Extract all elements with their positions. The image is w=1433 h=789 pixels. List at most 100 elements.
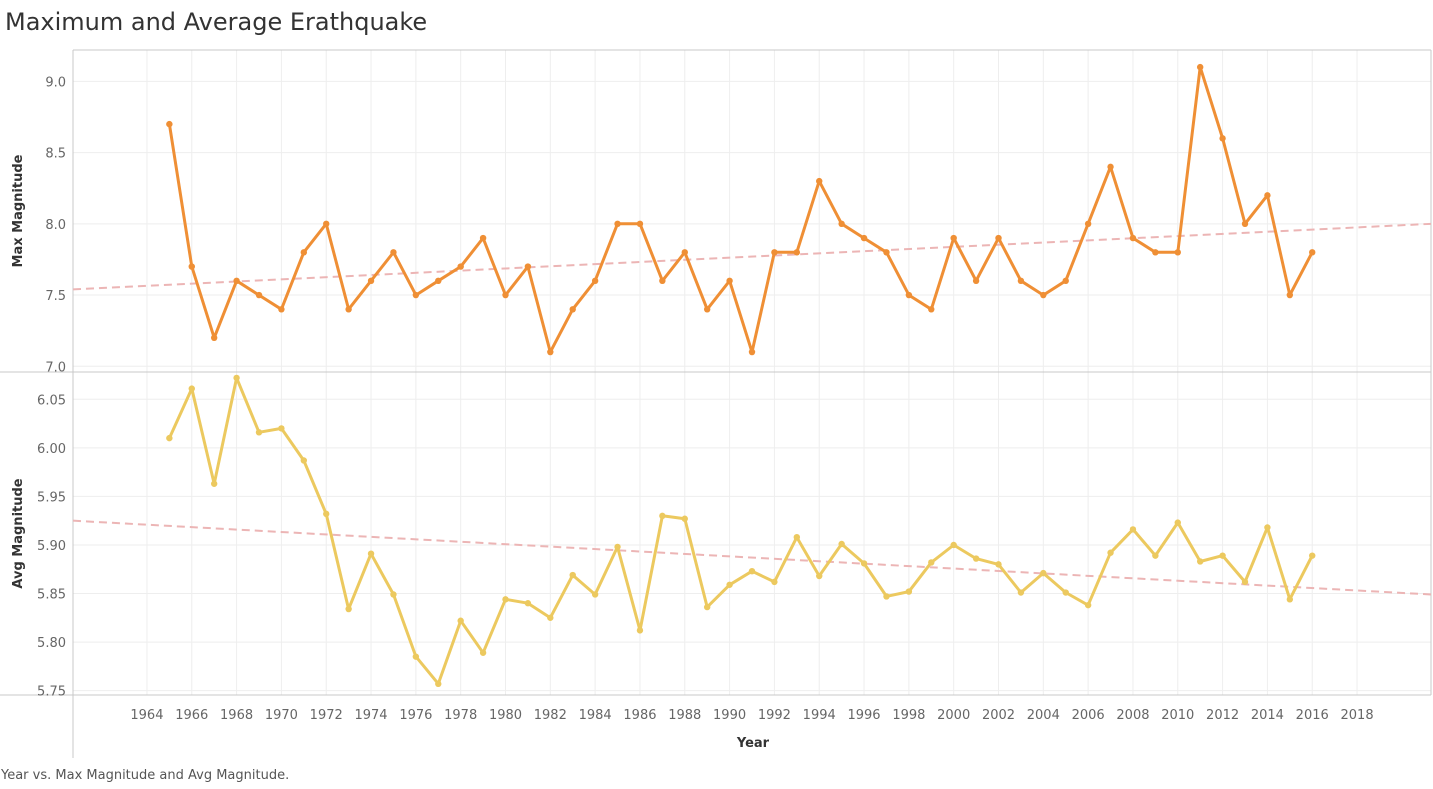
data-point — [323, 510, 330, 518]
data-point — [1174, 519, 1181, 526]
data-point — [188, 263, 195, 270]
x-tick-label: 1970 — [265, 708, 298, 723]
data-point — [838, 540, 845, 548]
data-point — [300, 457, 308, 464]
data-point — [1017, 589, 1025, 596]
data-point — [1084, 601, 1092, 609]
y-tick-label: 8.0 — [45, 218, 66, 233]
data-point — [1241, 578, 1249, 586]
data-point — [681, 249, 688, 256]
x-tick-label: 2004 — [1027, 708, 1060, 723]
data-point — [345, 605, 352, 613]
data-point — [255, 429, 263, 436]
data-point — [1264, 524, 1271, 531]
data-point — [1062, 589, 1069, 596]
x-tick-label: 2008 — [1116, 708, 1149, 723]
data-point — [659, 512, 666, 520]
data-point — [210, 334, 218, 342]
data-point — [905, 588, 913, 595]
x-tick-label: 1974 — [354, 708, 387, 723]
data-point — [1129, 234, 1137, 242]
data-point — [995, 561, 1002, 568]
data-point — [1107, 163, 1114, 171]
x-tick-label: 1990 — [713, 708, 746, 723]
x-tick-label: 1992 — [758, 708, 791, 723]
data-point — [950, 234, 957, 242]
data-point — [1152, 249, 1159, 256]
data-point — [457, 263, 464, 270]
data-point — [547, 614, 554, 621]
data-point — [210, 480, 218, 487]
data-point — [502, 596, 509, 603]
data-point — [1309, 249, 1316, 256]
data-point — [972, 555, 980, 562]
data-point — [614, 543, 621, 551]
data-point — [950, 541, 957, 549]
data-point — [636, 627, 644, 634]
data-point — [928, 306, 935, 313]
data-point — [547, 348, 554, 356]
y-tick-label: 9.0 — [45, 75, 66, 90]
data-point — [233, 277, 240, 285]
data-point — [1040, 569, 1047, 577]
data-point — [726, 581, 733, 588]
x-tick-label: 1972 — [310, 708, 343, 723]
data-point — [748, 348, 756, 356]
frame-layer — [0, 49, 1432, 758]
data-point — [1309, 552, 1316, 559]
x-tick-label: 1996 — [847, 708, 880, 723]
series-line — [167, 65, 1314, 354]
y-tick-label: 7.0 — [45, 360, 66, 375]
trend-line — [72, 519, 1432, 596]
x-tick-label: 1986 — [623, 708, 656, 723]
chart-title: Maximum and Average Erathquake — [5, 8, 428, 36]
y-tick-label: 8.5 — [45, 147, 66, 162]
data-point — [390, 249, 397, 256]
y-tick-label: 6.00 — [37, 442, 66, 457]
data-point — [793, 533, 801, 541]
data-point — [883, 593, 890, 600]
data-point — [524, 263, 532, 270]
x-tick-label: 2016 — [1296, 708, 1329, 723]
data-point — [905, 291, 913, 299]
data-point — [479, 234, 487, 242]
x-tick-label: 1980 — [489, 708, 522, 723]
data-point — [502, 291, 509, 299]
data-point — [1264, 192, 1271, 199]
x-tick-label: 1976 — [399, 708, 432, 723]
data-point — [614, 220, 621, 228]
data-point — [1062, 277, 1069, 285]
x-tick-label: 2006 — [1072, 708, 1105, 723]
data-point — [1219, 552, 1226, 559]
data-point — [278, 306, 285, 313]
data-point — [748, 567, 756, 575]
y-tick-label: 6.05 — [37, 393, 66, 408]
x-tick-label: 2000 — [937, 708, 970, 723]
data-point — [569, 306, 576, 313]
data-point — [457, 617, 464, 624]
x-tick-label: 1978 — [444, 708, 477, 723]
data-point — [928, 559, 935, 566]
data-point — [569, 571, 576, 579]
data-point — [278, 425, 285, 432]
tick-layer: 7.0 7.5 8.0 8.5 9.0 Max Magnitude 5.75 5.80 5.85… — [11, 75, 1374, 751]
x-tick-label: 1982 — [534, 708, 567, 723]
data-point — [390, 591, 397, 598]
data-point — [300, 249, 308, 256]
data-point — [233, 374, 240, 382]
data-point — [1152, 552, 1159, 559]
trend-line — [72, 222, 1432, 291]
data-point — [703, 306, 711, 313]
x-tick-label: 2012 — [1206, 708, 1239, 723]
data-point — [1017, 277, 1025, 285]
data-point — [166, 434, 173, 442]
data-point — [367, 277, 375, 285]
series-layer — [166, 63, 1316, 688]
x-tick-label: 1988 — [668, 708, 701, 723]
data-point — [188, 385, 195, 392]
data-point — [1174, 249, 1181, 256]
data-point — [838, 220, 845, 228]
y-tick-label: 5.90 — [37, 539, 66, 554]
x-tick-label: 1984 — [579, 708, 612, 723]
